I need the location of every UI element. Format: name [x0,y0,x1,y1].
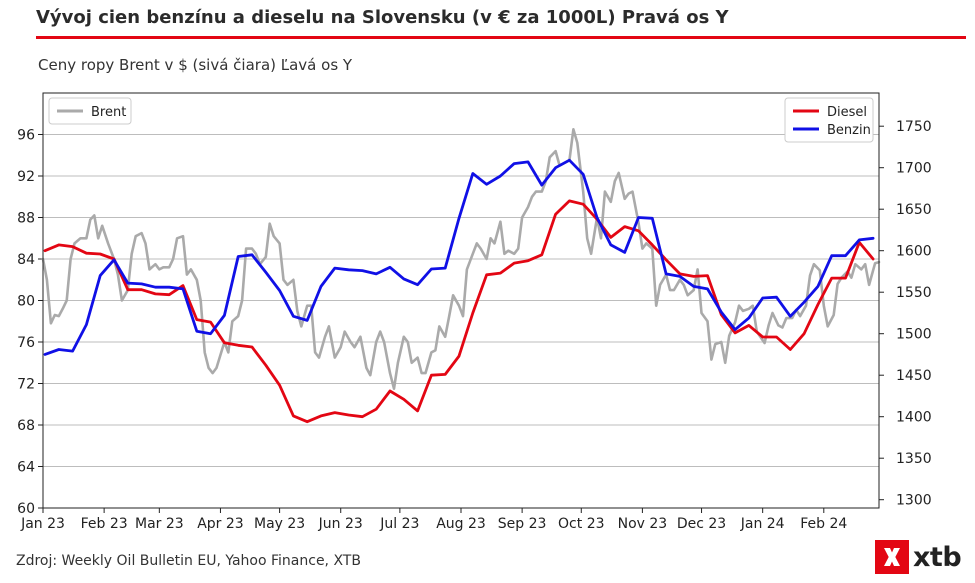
y-right-tick-label: 1600 [896,244,932,260]
plot-frame [42,92,880,509]
x-tick-label: Apr 23 [197,516,243,532]
y-right-tick-label: 1550 [896,285,932,301]
title-underline [36,36,966,39]
y-right-tick-label: 1700 [896,161,932,177]
xtb-logo-icon [875,540,909,574]
legend-label-brent: Brent [91,105,126,120]
brent-line [41,128,881,391]
x-tick-label: Jan 23 [20,516,65,532]
x-tick-label: Feb 24 [800,516,847,532]
y-right-tick-label: 1500 [896,327,932,343]
y-right-tick-label: 1450 [896,368,932,384]
x-tick-label: Jan 24 [740,516,785,532]
y-right-tick-label: 1750 [896,119,932,135]
x-tick-label: May 23 [254,516,305,532]
legend-label-diesel: Diesel [827,105,867,120]
y-right-tick-label: 1300 [896,493,932,509]
y-left-tick-label: 68 [17,418,35,434]
chart-title: Vývoj cien benzínu a dieselu na Slovensk… [36,7,729,28]
source-note: Zdroj: Weekly Oil Bulletin EU, Yahoo Fin… [16,553,361,569]
legend-right [784,97,874,143]
x-tick-label: Oct 23 [558,516,604,532]
y-left-tick-label: 64 [17,460,35,476]
x-tick-label: Sep 23 [498,516,547,532]
x-tick-label: Feb 23 [81,516,128,532]
chart-subtitle: Ceny ropy Brent v $ (sivá čiara) Ľavá os… [38,56,353,74]
y-right-tick-label: 1650 [896,202,932,218]
y-left-tick-label: 92 [17,169,35,185]
xtb-logo-text: xtb [913,541,962,573]
x-tick-label: Aug 23 [436,516,486,532]
x-tick-label: Dec 23 [677,516,726,532]
benzin-line [43,158,875,356]
diesel-line [43,199,875,424]
x-tick-label: Nov 23 [618,516,668,532]
legend-left [48,97,132,125]
x-tick-label: Jul 23 [379,516,419,532]
x-tick-label: Mar 23 [135,516,184,532]
y-left-tick-label: 88 [17,211,35,227]
y-left-tick-label: 76 [17,335,35,351]
y-left-tick-label: 80 [17,294,35,310]
y-right-tick-label: 1400 [896,410,932,426]
x-tick-label: Jun 23 [318,516,363,532]
y-left-tick-label: 96 [17,128,35,144]
y-right-tick-label: 1350 [896,451,932,467]
y-left-tick-label: 84 [17,252,35,268]
legend-label-benzin: Benzin [827,123,871,138]
xtb-logo: xtb [875,540,962,574]
y-left-tick-label: 60 [17,501,35,517]
y-left-tick-label: 72 [17,377,35,393]
